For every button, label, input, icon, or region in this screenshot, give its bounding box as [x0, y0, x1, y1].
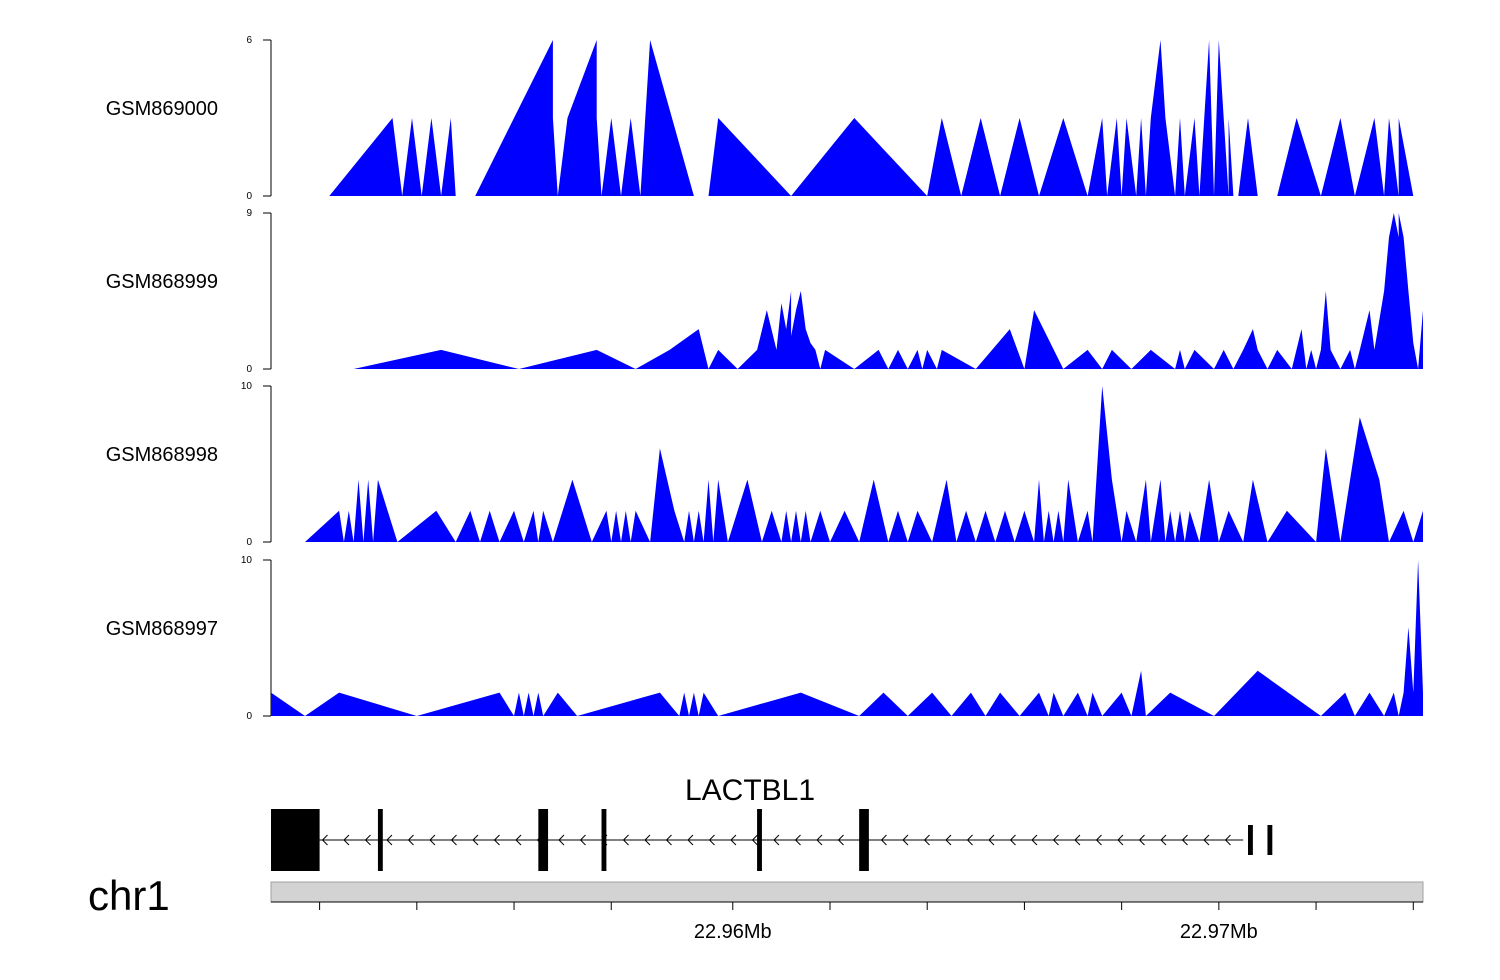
track-gsm868997: GSM868997 10 0	[106, 555, 1423, 722]
strand-arrow	[1009, 834, 1016, 846]
track-gsm868998: GSM868998 10 0	[106, 381, 1423, 548]
strand-arrow	[1052, 834, 1059, 846]
strand-arrow	[407, 834, 414, 846]
strand-arrow	[1031, 834, 1038, 846]
track-label: GSM868999	[106, 271, 218, 293]
track-label: GSM869000	[106, 98, 218, 120]
strand-arrow	[558, 834, 565, 846]
exon-block	[757, 809, 762, 871]
exon-block	[377, 809, 383, 871]
strand-arrow	[1117, 834, 1124, 846]
exon-block	[859, 809, 869, 871]
strand-arrow	[515, 834, 522, 846]
strand-arrow	[493, 834, 500, 846]
strand-arrow	[751, 834, 758, 846]
coverage-area	[329, 40, 1414, 196]
x-tick-label: 22.96Mb	[694, 921, 772, 943]
strand-arrow	[945, 834, 952, 846]
track-label: GSM868997	[106, 618, 218, 640]
strand-arrow	[966, 834, 973, 846]
y-tick-label: 0	[246, 191, 252, 202]
y-tick-label: 6	[246, 35, 252, 46]
strand-arrow	[816, 834, 823, 846]
strand-arrow	[644, 834, 651, 846]
strand-arrow	[450, 834, 457, 846]
strand-arrow	[902, 834, 909, 846]
strand-arrow	[1095, 834, 1102, 846]
strand-arrow	[730, 834, 737, 846]
strand-arrow	[665, 834, 672, 846]
exon-block	[1248, 825, 1253, 855]
chromosome-bar	[270, 881, 1424, 903]
coverage-area	[271, 560, 1423, 716]
chromosome-label: chr1	[88, 872, 170, 919]
y-tick-label: 10	[241, 381, 253, 392]
y-tick-label: 9	[246, 208, 252, 219]
strand-arrow	[622, 834, 629, 846]
exon-block	[271, 809, 320, 871]
strand-arrow	[837, 834, 844, 846]
strand-arrow	[364, 834, 371, 846]
strand-arrow	[687, 834, 694, 846]
track-label: GSM868998	[106, 444, 218, 466]
y-tick-label: 10	[241, 555, 253, 566]
strand-arrow	[386, 834, 393, 846]
gene-name-label: LACTBL1	[685, 774, 815, 807]
strand-arrow	[1181, 834, 1188, 846]
strand-arrow	[708, 834, 715, 846]
y-tick-label: 0	[246, 711, 252, 722]
strand-arrow	[1074, 834, 1081, 846]
track-gsm868999: GSM868999 9 0	[106, 208, 1424, 375]
strand-arrow	[472, 834, 479, 846]
strand-arrow	[988, 834, 995, 846]
strand-arrow	[794, 834, 801, 846]
exon-block	[1267, 825, 1273, 855]
data-tracks: GSM86900060GSM86899990GSM868998100GSM868…	[106, 35, 1424, 722]
gene-model: LACTBL1	[271, 774, 1273, 871]
x-tick-label: 22.97Mb	[1180, 921, 1258, 943]
strand-arrow	[880, 834, 887, 846]
y-tick-label: 0	[246, 364, 252, 375]
chromosome-axis: chr1 22.96Mb 22.97Mb	[88, 872, 1424, 943]
strand-arrow	[1160, 834, 1167, 846]
strand-arrow	[1203, 834, 1210, 846]
coverage-area	[305, 386, 1423, 542]
track-gsm869000: GSM869000 6 0	[106, 35, 1414, 202]
strand-arrow	[773, 834, 780, 846]
coverage-area	[353, 213, 1424, 369]
strand-arrow	[1224, 834, 1231, 846]
strand-arrow	[579, 834, 586, 846]
exon-block	[601, 809, 607, 871]
strand-arrow	[321, 834, 328, 846]
strand-arrow	[923, 834, 930, 846]
strand-arrow	[1138, 834, 1145, 846]
y-tick-label: 0	[246, 537, 252, 548]
exon-block	[538, 809, 549, 871]
strand-arrow	[429, 834, 436, 846]
strand-arrow	[343, 834, 350, 846]
